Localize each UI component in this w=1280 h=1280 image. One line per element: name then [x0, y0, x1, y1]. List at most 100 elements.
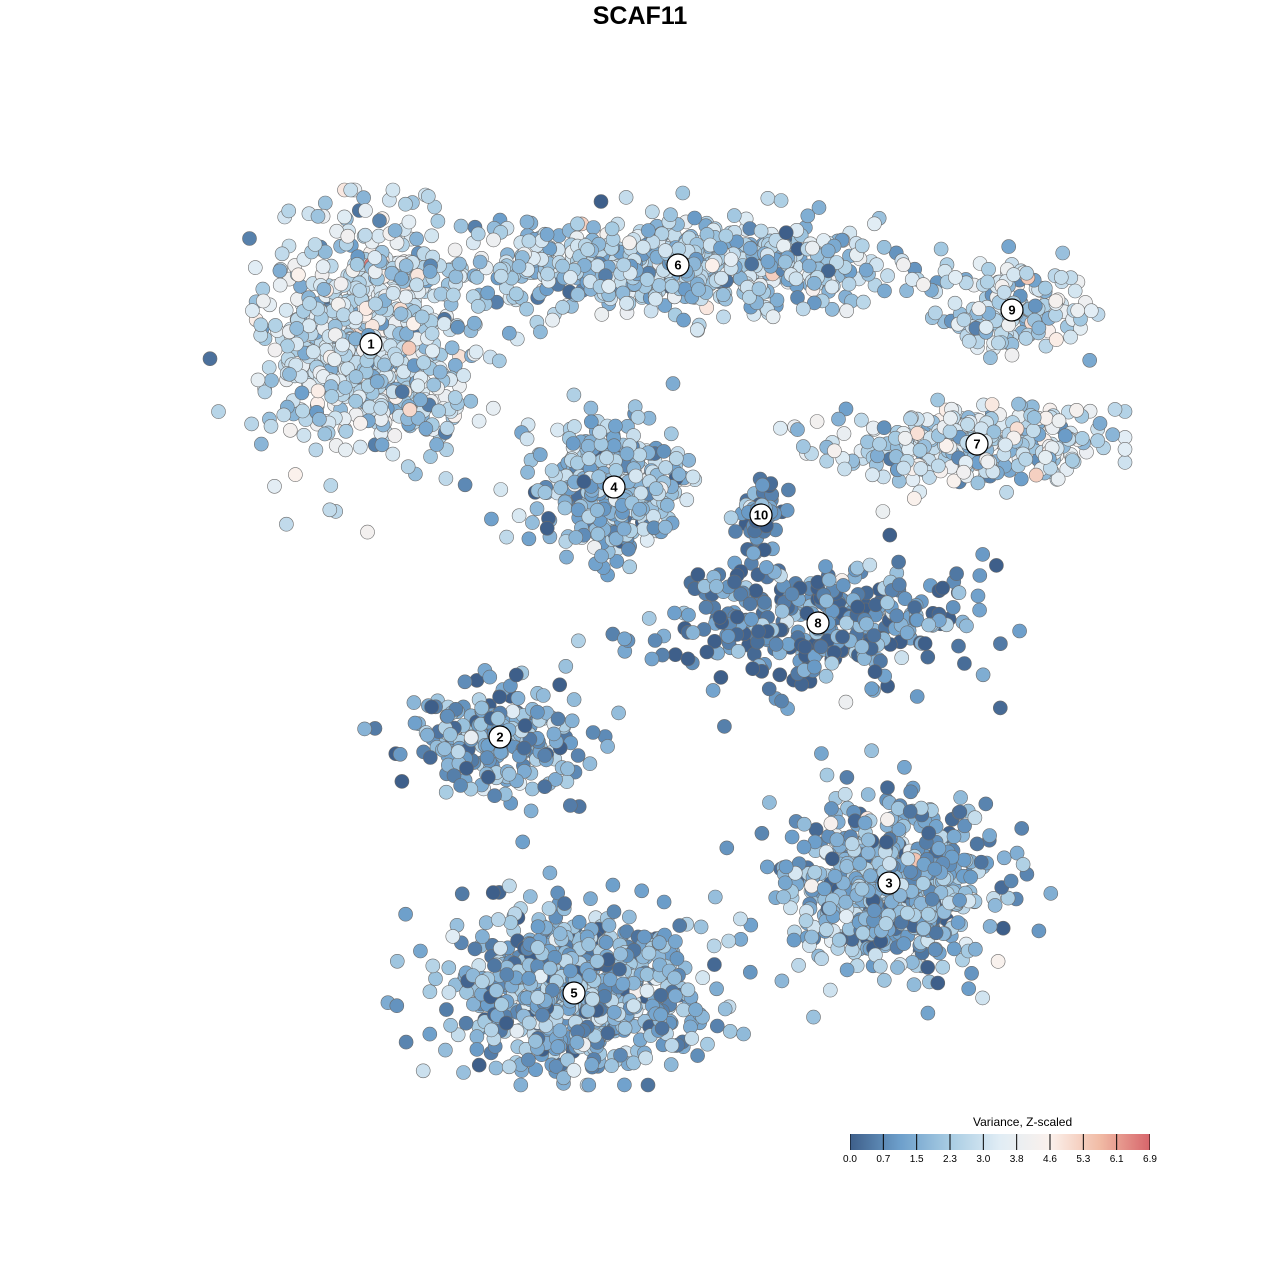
cluster-label-7: 7 — [965, 432, 989, 456]
scatter-point — [367, 250, 383, 265]
scatter-point — [921, 617, 937, 633]
scatter-point — [1006, 267, 1022, 282]
scatter-point — [949, 566, 964, 582]
scatter-point — [626, 998, 641, 1014]
scatter-point — [935, 959, 951, 975]
scatter-point — [580, 242, 596, 257]
scatter-point — [991, 335, 1006, 351]
cluster-label-text: 6 — [674, 258, 681, 273]
scatter-point — [821, 572, 837, 588]
scatter-point — [1069, 402, 1084, 418]
scatter-point — [651, 935, 667, 951]
scatter-point — [1014, 821, 1030, 836]
scatter-point — [524, 781, 540, 797]
scatter-point — [781, 482, 796, 498]
scatter-point — [281, 203, 297, 219]
scatter-point — [552, 677, 568, 693]
cluster-label-text: 3 — [885, 876, 892, 891]
scatter-point — [1015, 857, 1031, 872]
scatter-point — [863, 868, 878, 884]
scatter-point — [467, 941, 483, 957]
scatter-point — [594, 548, 609, 564]
scatter-point — [422, 264, 438, 279]
scatter-point — [639, 272, 655, 287]
cluster-label-6: 6 — [666, 253, 690, 277]
scatter-point — [437, 741, 452, 757]
scatter-point — [478, 915, 494, 931]
scatter-point — [982, 828, 997, 843]
scatter-point — [896, 936, 912, 952]
scatter-point — [733, 911, 748, 927]
scatter-point — [971, 301, 987, 316]
scatter-point — [415, 1063, 431, 1079]
scatter-point — [656, 444, 672, 459]
scatter-point — [471, 413, 487, 429]
scatter-point — [583, 414, 599, 430]
scatter-point — [485, 885, 501, 900]
scatter-point — [480, 285, 496, 301]
scatter-point — [961, 981, 977, 997]
scatter-point — [950, 915, 966, 930]
scatter-point — [996, 850, 1012, 866]
scatter-point — [837, 786, 853, 802]
scatter-point — [457, 674, 473, 690]
scatter-point — [930, 458, 946, 474]
scatter-point — [970, 475, 986, 491]
scatter-point — [513, 1077, 529, 1093]
scatter-point — [777, 875, 793, 891]
scatter-point — [880, 812, 895, 827]
scatter-point — [515, 834, 531, 850]
scatter-point — [245, 303, 260, 318]
scatter-point — [953, 790, 968, 805]
scatter-point — [499, 1015, 514, 1031]
scatter-point — [1082, 352, 1097, 368]
scatter-point — [804, 929, 820, 945]
scatter-point — [276, 407, 292, 423]
scatter-point — [943, 410, 958, 426]
scatter-point — [613, 946, 628, 962]
scatter-point — [502, 878, 517, 894]
scatter-point — [946, 941, 962, 957]
scatter-point — [864, 681, 880, 697]
scatter-point — [658, 243, 673, 258]
scatter-point — [409, 231, 424, 247]
scatter-point — [440, 708, 455, 724]
scatter-point — [452, 256, 467, 272]
scatter-point — [1011, 396, 1026, 412]
scatter-point — [413, 392, 428, 408]
scatter-point — [788, 271, 804, 287]
scatter-point — [707, 889, 723, 905]
scatter-point — [776, 889, 791, 905]
scatter-point — [806, 275, 822, 291]
scatter-point — [668, 934, 683, 949]
scatter-point — [333, 276, 349, 292]
scatter-point — [521, 233, 537, 249]
scatter-point — [584, 1057, 600, 1072]
scatter-point — [978, 796, 994, 812]
scatter-point — [544, 463, 560, 478]
scatter-point — [1055, 245, 1070, 261]
scatter-point — [687, 210, 702, 226]
cluster-label-5: 5 — [562, 981, 586, 1005]
scatter-point — [425, 958, 441, 974]
scatter-point — [709, 1018, 725, 1034]
scatter-point — [493, 940, 508, 956]
scatter-point — [250, 372, 266, 388]
scatter-point — [470, 226, 486, 242]
scatter-point — [947, 295, 963, 311]
scatter-point — [841, 276, 857, 292]
scatter-point — [1070, 303, 1085, 318]
scatter-point — [906, 977, 922, 993]
scatter-point — [648, 481, 664, 497]
scatter-point — [402, 402, 418, 418]
scatter-point — [879, 834, 894, 850]
scatter-point — [854, 412, 869, 428]
cluster-label-text: 4 — [610, 480, 618, 495]
scatter-point — [482, 669, 498, 685]
scatter-point — [438, 1042, 453, 1058]
scatter-point — [882, 856, 897, 871]
scatter-point — [601, 918, 617, 933]
scatter-point — [542, 960, 558, 976]
scatter-point — [511, 259, 527, 274]
